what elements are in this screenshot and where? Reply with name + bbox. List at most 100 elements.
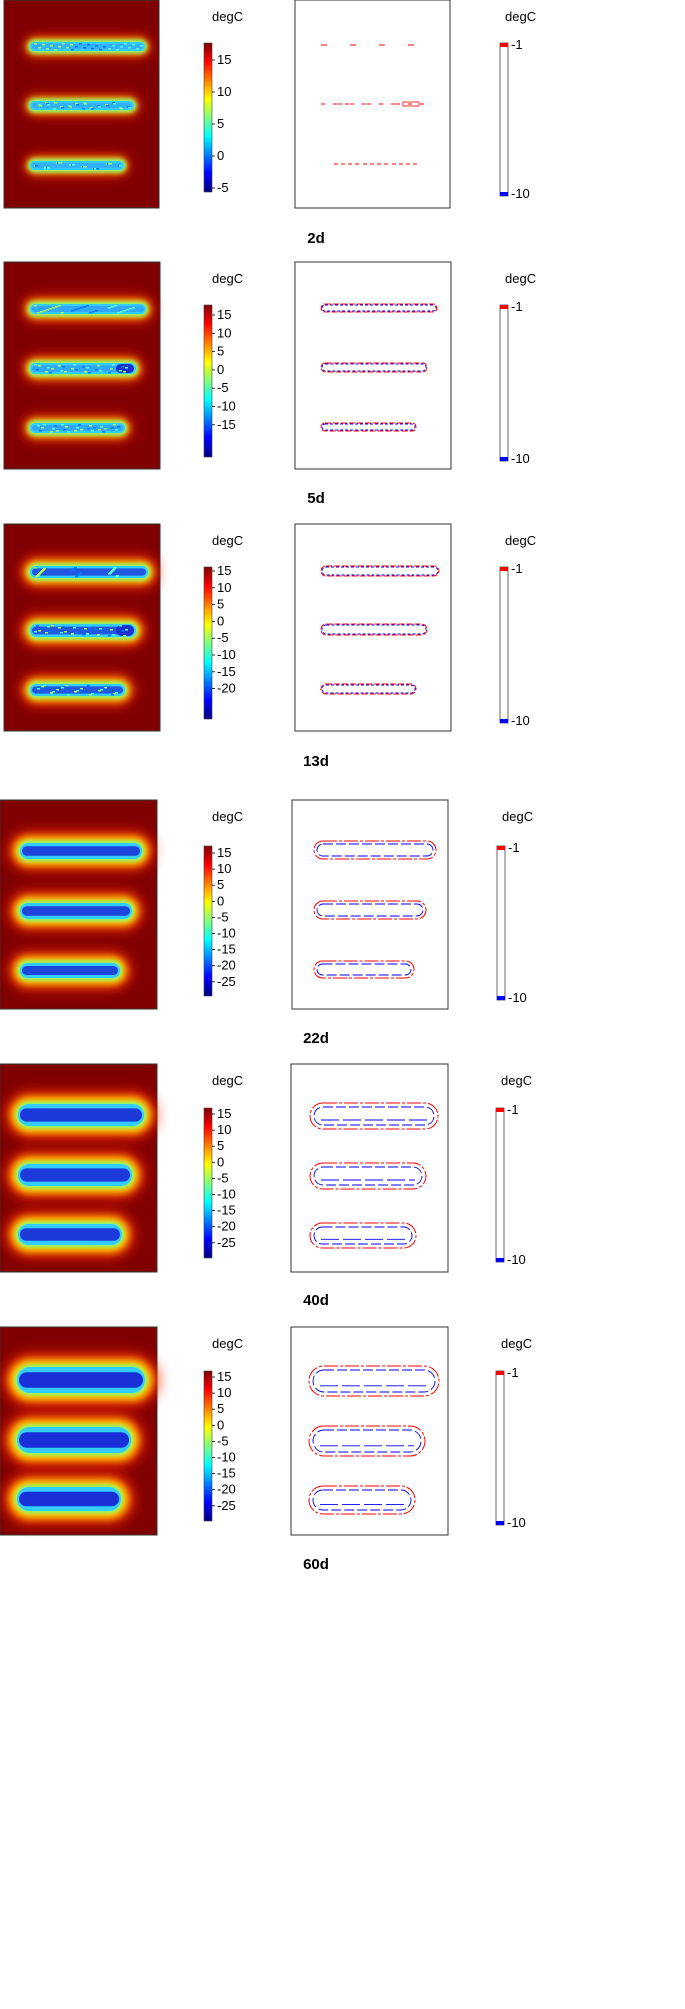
colorbar-tick-label: 0 <box>217 148 224 163</box>
temperature-field <box>3 261 161 470</box>
colorbar-unit-label: degC <box>212 809 243 824</box>
contour-colorbar: degC -1 -10 <box>495 1336 532 1530</box>
contour-zone-1 <box>309 1102 439 1130</box>
colorbar-tick-label: 5 <box>217 877 224 892</box>
contour-zone-2 <box>308 1425 426 1457</box>
colorbar-tick-label: -10 <box>217 399 236 414</box>
temperature-colorbar: degC 15 10 5 0 -5 <box>203 9 243 195</box>
contour-plot <box>294 0 451 209</box>
colorbar-tick-label: 15 <box>217 845 231 860</box>
freeze-zone-3 <box>21 675 134 705</box>
contour-colorbar-unit-label: degC <box>501 1073 532 1088</box>
temperature-colorbar: degC 15 10 50 -5 -10 -15 -20 <box>203 533 243 720</box>
colorbar-tick-label: -20 <box>217 1482 236 1497</box>
colorbar-tick-label: 15 <box>217 563 231 578</box>
contour-zone-1 <box>320 565 440 577</box>
temperature-field <box>0 1063 158 1273</box>
contour-plot <box>290 1326 449 1536</box>
colorbar-tick-label: 0 <box>217 1417 224 1432</box>
colorbar-tick-label: -20 <box>217 958 236 973</box>
colorbar-tick-label: -15 <box>217 664 236 679</box>
contour-colorbar-top-label: -1 <box>511 561 523 576</box>
colorbar-tick-label: 5 <box>217 116 224 131</box>
contour-zone-3 <box>320 422 417 432</box>
colorbar-unit-label: degC <box>212 1336 243 1351</box>
freeze-zone-3 <box>6 1212 134 1257</box>
day-label: 2d <box>307 230 325 247</box>
contour-zone-2 <box>309 1162 427 1190</box>
colorbar-unit-label: degC <box>212 271 243 286</box>
day-label: 22d <box>303 1030 329 1047</box>
temperature-field <box>0 1326 158 1536</box>
temperature-colorbar: degC 15 10 5 0 -5 -10 -15 <box>203 271 243 458</box>
freeze-zone-3 <box>25 156 129 175</box>
freeze-zone-1 <box>9 832 153 870</box>
contour-zone-3 <box>308 1485 416 1515</box>
contour-colorbar-bottom-label: -10 <box>511 713 530 728</box>
contour-plot <box>294 261 452 470</box>
colorbar-tick-label: -25 <box>217 1498 236 1513</box>
contour-colorbar-top-label: -1 <box>507 1102 519 1117</box>
colorbar-tick-label: -25 <box>217 974 236 989</box>
colorbar-tick-label: 15 <box>217 1369 231 1384</box>
contour-zone-2 <box>320 362 428 373</box>
contour-colorbar: degC -1 -10 <box>499 9 536 201</box>
contour-colorbar-unit-label: degC <box>502 809 533 824</box>
contour-colorbar-bottom-label: -10 <box>507 1515 526 1530</box>
colorbar-tick-label: 0 <box>217 1154 224 1169</box>
freeze-zone-2 <box>25 96 139 115</box>
contour-colorbar-unit-label: degC <box>505 533 536 548</box>
colorbar-tick-label: 10 <box>217 1385 231 1400</box>
colorbar-tick-label: -10 <box>217 1450 236 1465</box>
colorbar-tick-label: -10 <box>217 1187 236 1202</box>
contour-plot <box>291 799 449 1010</box>
contour-plot <box>294 523 452 732</box>
colorbar-tick-label: -15 <box>217 942 236 957</box>
colorbar-tick-label: 10 <box>217 325 231 340</box>
colorbar-tick-label: 0 <box>217 362 224 377</box>
colorbar-tick-label: -15 <box>217 1466 236 1481</box>
contour-colorbar-unit-label: degC <box>505 271 536 286</box>
freeze-zone-3 <box>9 952 131 989</box>
freeze-zone-1 <box>4 1354 158 1406</box>
contour-colorbar: degC -1 -10 <box>499 533 536 728</box>
contour-zone-1 <box>320 303 438 313</box>
freeze-zone-2 <box>21 615 145 646</box>
contour-plot <box>290 1063 449 1273</box>
contour-colorbar-top-label: -1 <box>507 1365 519 1380</box>
freeze-zone-1 <box>6 1092 156 1138</box>
contour-colorbar-bottom-label: -10 <box>511 186 530 201</box>
colorbar-tick-label: -10 <box>217 647 236 662</box>
contour-zone-2 <box>321 101 424 107</box>
freeze-zone-3 <box>23 416 132 440</box>
contour-zone-3 <box>313 960 415 979</box>
freeze-zone-2 <box>6 1152 144 1198</box>
colorbar-tick-label: -15 <box>217 417 236 432</box>
freeze-zone-2 <box>9 892 143 930</box>
colorbar-tick-label: -10 <box>217 926 236 941</box>
contour-colorbar-top-label: -1 <box>511 299 523 314</box>
colorbar-tick-label: 15 <box>217 307 231 322</box>
contour-colorbar-unit-label: degC <box>505 9 536 24</box>
colorbar-tick-label: 0 <box>217 613 224 628</box>
colorbar-tick-label: -20 <box>217 1219 236 1234</box>
temperature-field <box>3 0 160 209</box>
panel-2d: degC 15 10 5 0 -5 degC -1 -10 2d <box>3 0 536 247</box>
day-label: 13d <box>303 753 329 770</box>
colorbar-tick-label: -5 <box>217 1170 229 1185</box>
freeze-zone-2 <box>4 1414 144 1466</box>
colorbar-tick-label: 5 <box>217 344 224 359</box>
colorbar-unit-label: degC <box>212 533 243 548</box>
contour-colorbar-top-label: -1 <box>511 37 523 52</box>
contour-zone-1 <box>313 840 437 860</box>
colorbar-tick-label: 5 <box>217 1401 224 1416</box>
contour-colorbar: degC -1 -10 <box>495 1073 532 1267</box>
contour-zone-2 <box>320 623 428 636</box>
colorbar-tick-label: 15 <box>217 52 231 67</box>
day-label: 60d <box>303 1556 329 1573</box>
